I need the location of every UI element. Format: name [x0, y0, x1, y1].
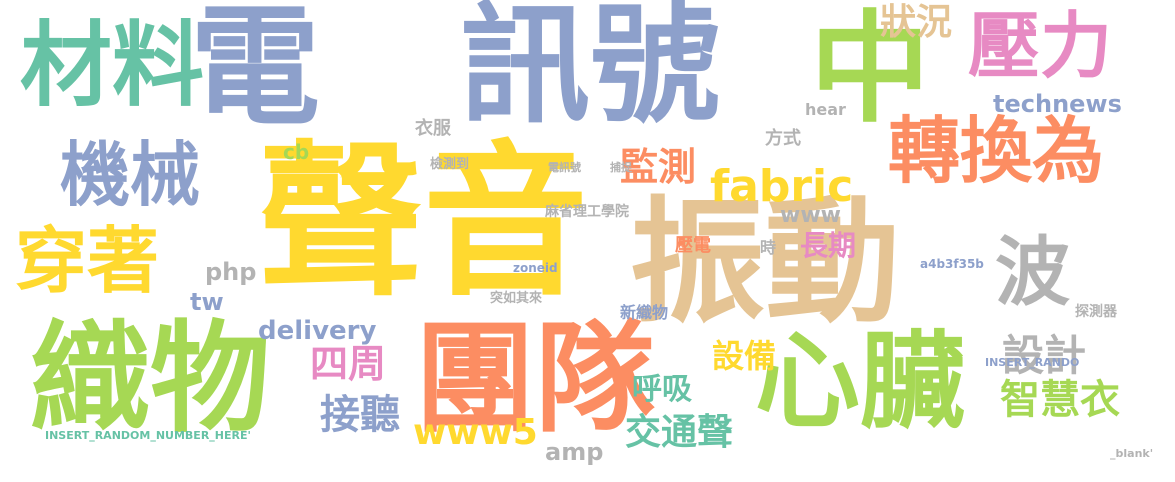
- word: 長期: [800, 229, 857, 262]
- word: 波: [995, 228, 1071, 316]
- word: 訊號: [460, 0, 721, 141]
- word: hear: [805, 100, 846, 119]
- word: 新織物: [620, 303, 669, 322]
- word: 接聽: [320, 392, 400, 438]
- word: 呼吸: [632, 372, 692, 407]
- word: technews: [993, 90, 1122, 118]
- word: zoneid: [513, 261, 558, 275]
- word: 麻省理工學院: [545, 204, 629, 220]
- word: 交通聲: [625, 412, 734, 453]
- word: INSERT_RANDOM_NUMBER_HERE': [45, 429, 251, 442]
- word: 電訊號: [548, 161, 581, 174]
- word: 設備: [712, 337, 777, 375]
- word: 電: [190, 0, 321, 143]
- word: www5: [413, 412, 538, 453]
- word: 壓電: [675, 235, 711, 256]
- word: 團隊: [415, 310, 655, 449]
- word: fabric: [710, 161, 854, 212]
- word: 突如其來: [490, 291, 543, 306]
- word: 方式: [765, 128, 801, 149]
- word: _blank': [1110, 447, 1154, 460]
- word: 織物: [30, 310, 270, 449]
- word: 心臟: [755, 321, 966, 443]
- word: 檢測到: [430, 157, 470, 172]
- word: 振動: [630, 184, 900, 341]
- word: 智慧衣: [1000, 377, 1120, 423]
- word: www: [780, 203, 841, 228]
- word: 衣服: [415, 118, 451, 139]
- word: 捕捉: [610, 161, 632, 174]
- word: 機械: [60, 134, 200, 216]
- word: 材料: [20, 12, 205, 119]
- word: a4b3f35b: [920, 257, 984, 271]
- word: 設計: [1002, 331, 1087, 380]
- word: 轉換為: [888, 109, 1105, 193]
- word: cb: [283, 140, 310, 164]
- word: 監測: [620, 145, 697, 189]
- word: 穿著: [15, 219, 160, 303]
- word: 聲音: [258, 126, 588, 318]
- word: delivery: [258, 316, 377, 346]
- word: tw: [190, 288, 224, 316]
- word: 探測器: [1075, 304, 1117, 320]
- word: php: [205, 258, 257, 286]
- word: 時: [760, 238, 777, 257]
- word: 壓力: [968, 4, 1113, 88]
- word: 四周: [310, 342, 387, 386]
- word: amp: [545, 438, 604, 466]
- word: 中: [810, 0, 930, 139]
- word: 狀況: [880, 2, 953, 43]
- word: INSERT_RANDO: [985, 356, 1080, 369]
